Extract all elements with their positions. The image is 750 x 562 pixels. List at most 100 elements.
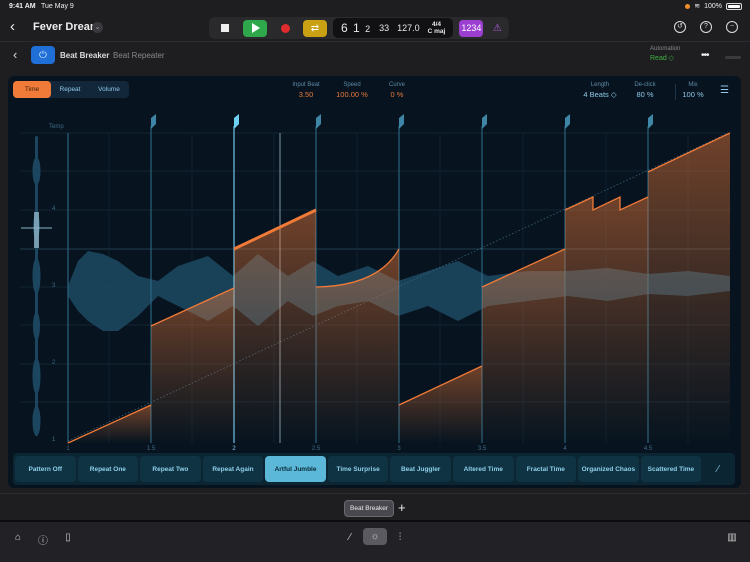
lcd-key: C maj	[427, 28, 446, 35]
lcd-bar: 6	[341, 21, 349, 35]
pattern-repeat-two[interactable]: Repeat Two	[140, 456, 201, 482]
mode-repeat-tab[interactable]: Repeat	[59, 86, 81, 93]
mix-value: 100 %	[682, 90, 704, 99]
declick-value: 80 %	[636, 90, 654, 99]
pattern-pattern-off[interactable]: Pattern Off	[15, 456, 76, 482]
cycle-button[interactable]: ⇄	[303, 19, 327, 37]
pattern-repeat-one[interactable]: Repeat One	[77, 456, 139, 482]
plus-icon[interactable]: +	[398, 500, 406, 515]
param-divider	[675, 84, 676, 100]
input-beat-value: 3.50	[298, 90, 314, 99]
pattern-scattered-time[interactable]: Scattered Time	[640, 456, 702, 482]
cycle-icon: ⇄	[310, 22, 320, 34]
pattern-time-surprise[interactable]: Time Surprise	[327, 456, 389, 482]
time-graph[interactable]: Temp 4 3 2 1	[8, 76, 741, 453]
pattern-presets-bar: Pattern Off Repeat One Repeat Two Repeat…	[13, 453, 735, 485]
settings-icon[interactable]: −	[726, 21, 738, 33]
declick-param[interactable]: De-click 80 %	[628, 82, 662, 99]
undo-history-icon[interactable]: ↺	[674, 21, 686, 33]
back-button[interactable]: ‹	[10, 18, 15, 35]
preset-name[interactable]: Beat Repeater	[113, 51, 165, 60]
y-tick-2: 2	[52, 360, 56, 366]
drag-handle[interactable]	[725, 56, 741, 59]
pencil-icon[interactable]: ⁄	[717, 463, 719, 475]
automation-control[interactable]: Automation Read ◇	[650, 46, 680, 62]
chevron-down-icon[interactable]: ⌄	[92, 22, 103, 33]
power-button[interactable]: ⏻	[31, 46, 55, 64]
x-tick-2-5: 2.5	[312, 446, 321, 452]
input-beat-param[interactable]: Input Beat 3.50	[286, 82, 326, 99]
pattern-beat-juggler[interactable]: Beat Juggler	[390, 456, 451, 482]
x-tick-2: 2	[232, 446, 236, 452]
sliders-icon[interactable]: ☰	[720, 85, 729, 96]
status-right: ≋ 100%	[685, 2, 742, 10]
automation-label: Automation	[650, 46, 681, 52]
bottom-toolbar: ⌂ ⓘ ▯ ⁄ ☼ ⫶ ▥	[0, 520, 750, 562]
power-icon: ⏻	[39, 49, 47, 61]
curve-param[interactable]: Curve 0 %	[382, 82, 412, 99]
status-date: Tue May 9	[41, 3, 74, 10]
battery-icon	[726, 2, 742, 10]
x-tick-4-5: 4.5	[644, 446, 653, 452]
metronome-icon[interactable]: ⚠	[492, 22, 502, 34]
pattern-organized-chaos[interactable]: Organized Chaos	[578, 456, 639, 482]
help-icon[interactable]: ?	[700, 21, 712, 33]
lcd-beat: 1	[353, 21, 361, 35]
speed-param[interactable]: Speed 100.00 %	[330, 82, 374, 99]
plugin-name: Beat Breaker	[60, 51, 110, 60]
input-beat-label: Input Beat	[292, 82, 320, 88]
curve-label: Curve	[388, 82, 405, 88]
play-icon	[252, 23, 260, 33]
mix-param[interactable]: Mix 100 %	[678, 82, 708, 99]
mode-segmented-control: Time Repeat Volume	[13, 81, 129, 98]
play-button[interactable]	[243, 19, 267, 37]
battery-percent: 100%	[704, 2, 722, 10]
lcd-signature: 4/4 C maj	[428, 21, 446, 35]
pattern-altered-time[interactable]: Altered Time	[452, 456, 514, 482]
info-icon[interactable]: ⓘ	[38, 536, 48, 547]
wifi-icon: ≋	[694, 3, 701, 10]
length-label: Length	[590, 82, 610, 88]
lcd-tempo: 127.0	[397, 23, 420, 33]
x-tick-4: 4	[563, 446, 567, 452]
curve-value: 0 %	[390, 90, 404, 99]
record-button[interactable]	[273, 20, 297, 37]
selected-segment-marker	[234, 114, 239, 129]
status-bar: 9:41 AM Tue May 9 ≋ 100%	[0, 0, 750, 14]
length-param[interactable]: Length 4 Beats ◇	[578, 82, 622, 99]
stop-button[interactable]	[213, 20, 237, 37]
mode-volume-tab[interactable]: Volume	[98, 86, 120, 93]
mode-time-tab[interactable]: Time	[13, 81, 51, 98]
plugins-icon[interactable]: ☼	[363, 528, 387, 545]
status-time: 9:41 AM	[9, 3, 36, 10]
transport-controls: ⇄ 6 1 2 33 127.0 4/4 C maj 1234 ⚠	[209, 17, 510, 39]
mix-label: Mix	[688, 82, 698, 88]
lcd-tick: 33	[379, 23, 390, 33]
plugin-tab-strip: Beat Breaker +	[0, 493, 750, 520]
more-icon[interactable]: •••	[701, 50, 709, 61]
pattern-repeat-again[interactable]: Repeat Again	[202, 456, 264, 482]
mixer-icon[interactable]: ⫶	[398, 532, 402, 543]
stop-icon	[221, 24, 229, 32]
count-in-button[interactable]: 1234	[459, 19, 484, 37]
lcd-display[interactable]: 6 1 2 33 127.0 4/4 C maj	[333, 18, 454, 38]
y-tick-1: 1	[52, 437, 56, 443]
speed-value: 100.00 %	[336, 90, 368, 99]
automation-value: Read ◇	[650, 55, 675, 62]
pencil-icon[interactable]: ⁄	[349, 532, 351, 543]
x-tick-1: 1	[66, 446, 70, 452]
lcd-position: 6 1 2	[341, 21, 371, 35]
project-title[interactable]: Fever Dream	[33, 21, 100, 33]
top-right-icons: ↺ ? −	[674, 21, 738, 33]
pattern-artful-jumble[interactable]: Artful Jumble	[265, 456, 326, 482]
top-toolbar: ‹ Fever Dream ⌄ ⇄ 6 1 2 33 127.0 4/4 C m…	[0, 14, 750, 41]
sidebar-icon[interactable]: ▯	[65, 532, 71, 543]
pattern-fractal-time[interactable]: Fractal Time	[515, 456, 577, 482]
browser-icon[interactable]: ⌂	[14, 532, 22, 543]
plugin-tab-beat-breaker[interactable]: Beat Breaker	[344, 500, 394, 517]
y-axis-label: Temp	[49, 124, 64, 130]
keyboard-icon[interactable]: ▥	[727, 532, 737, 543]
plugin-back-button[interactable]: ‹	[13, 47, 18, 62]
segment-markers	[151, 114, 653, 129]
